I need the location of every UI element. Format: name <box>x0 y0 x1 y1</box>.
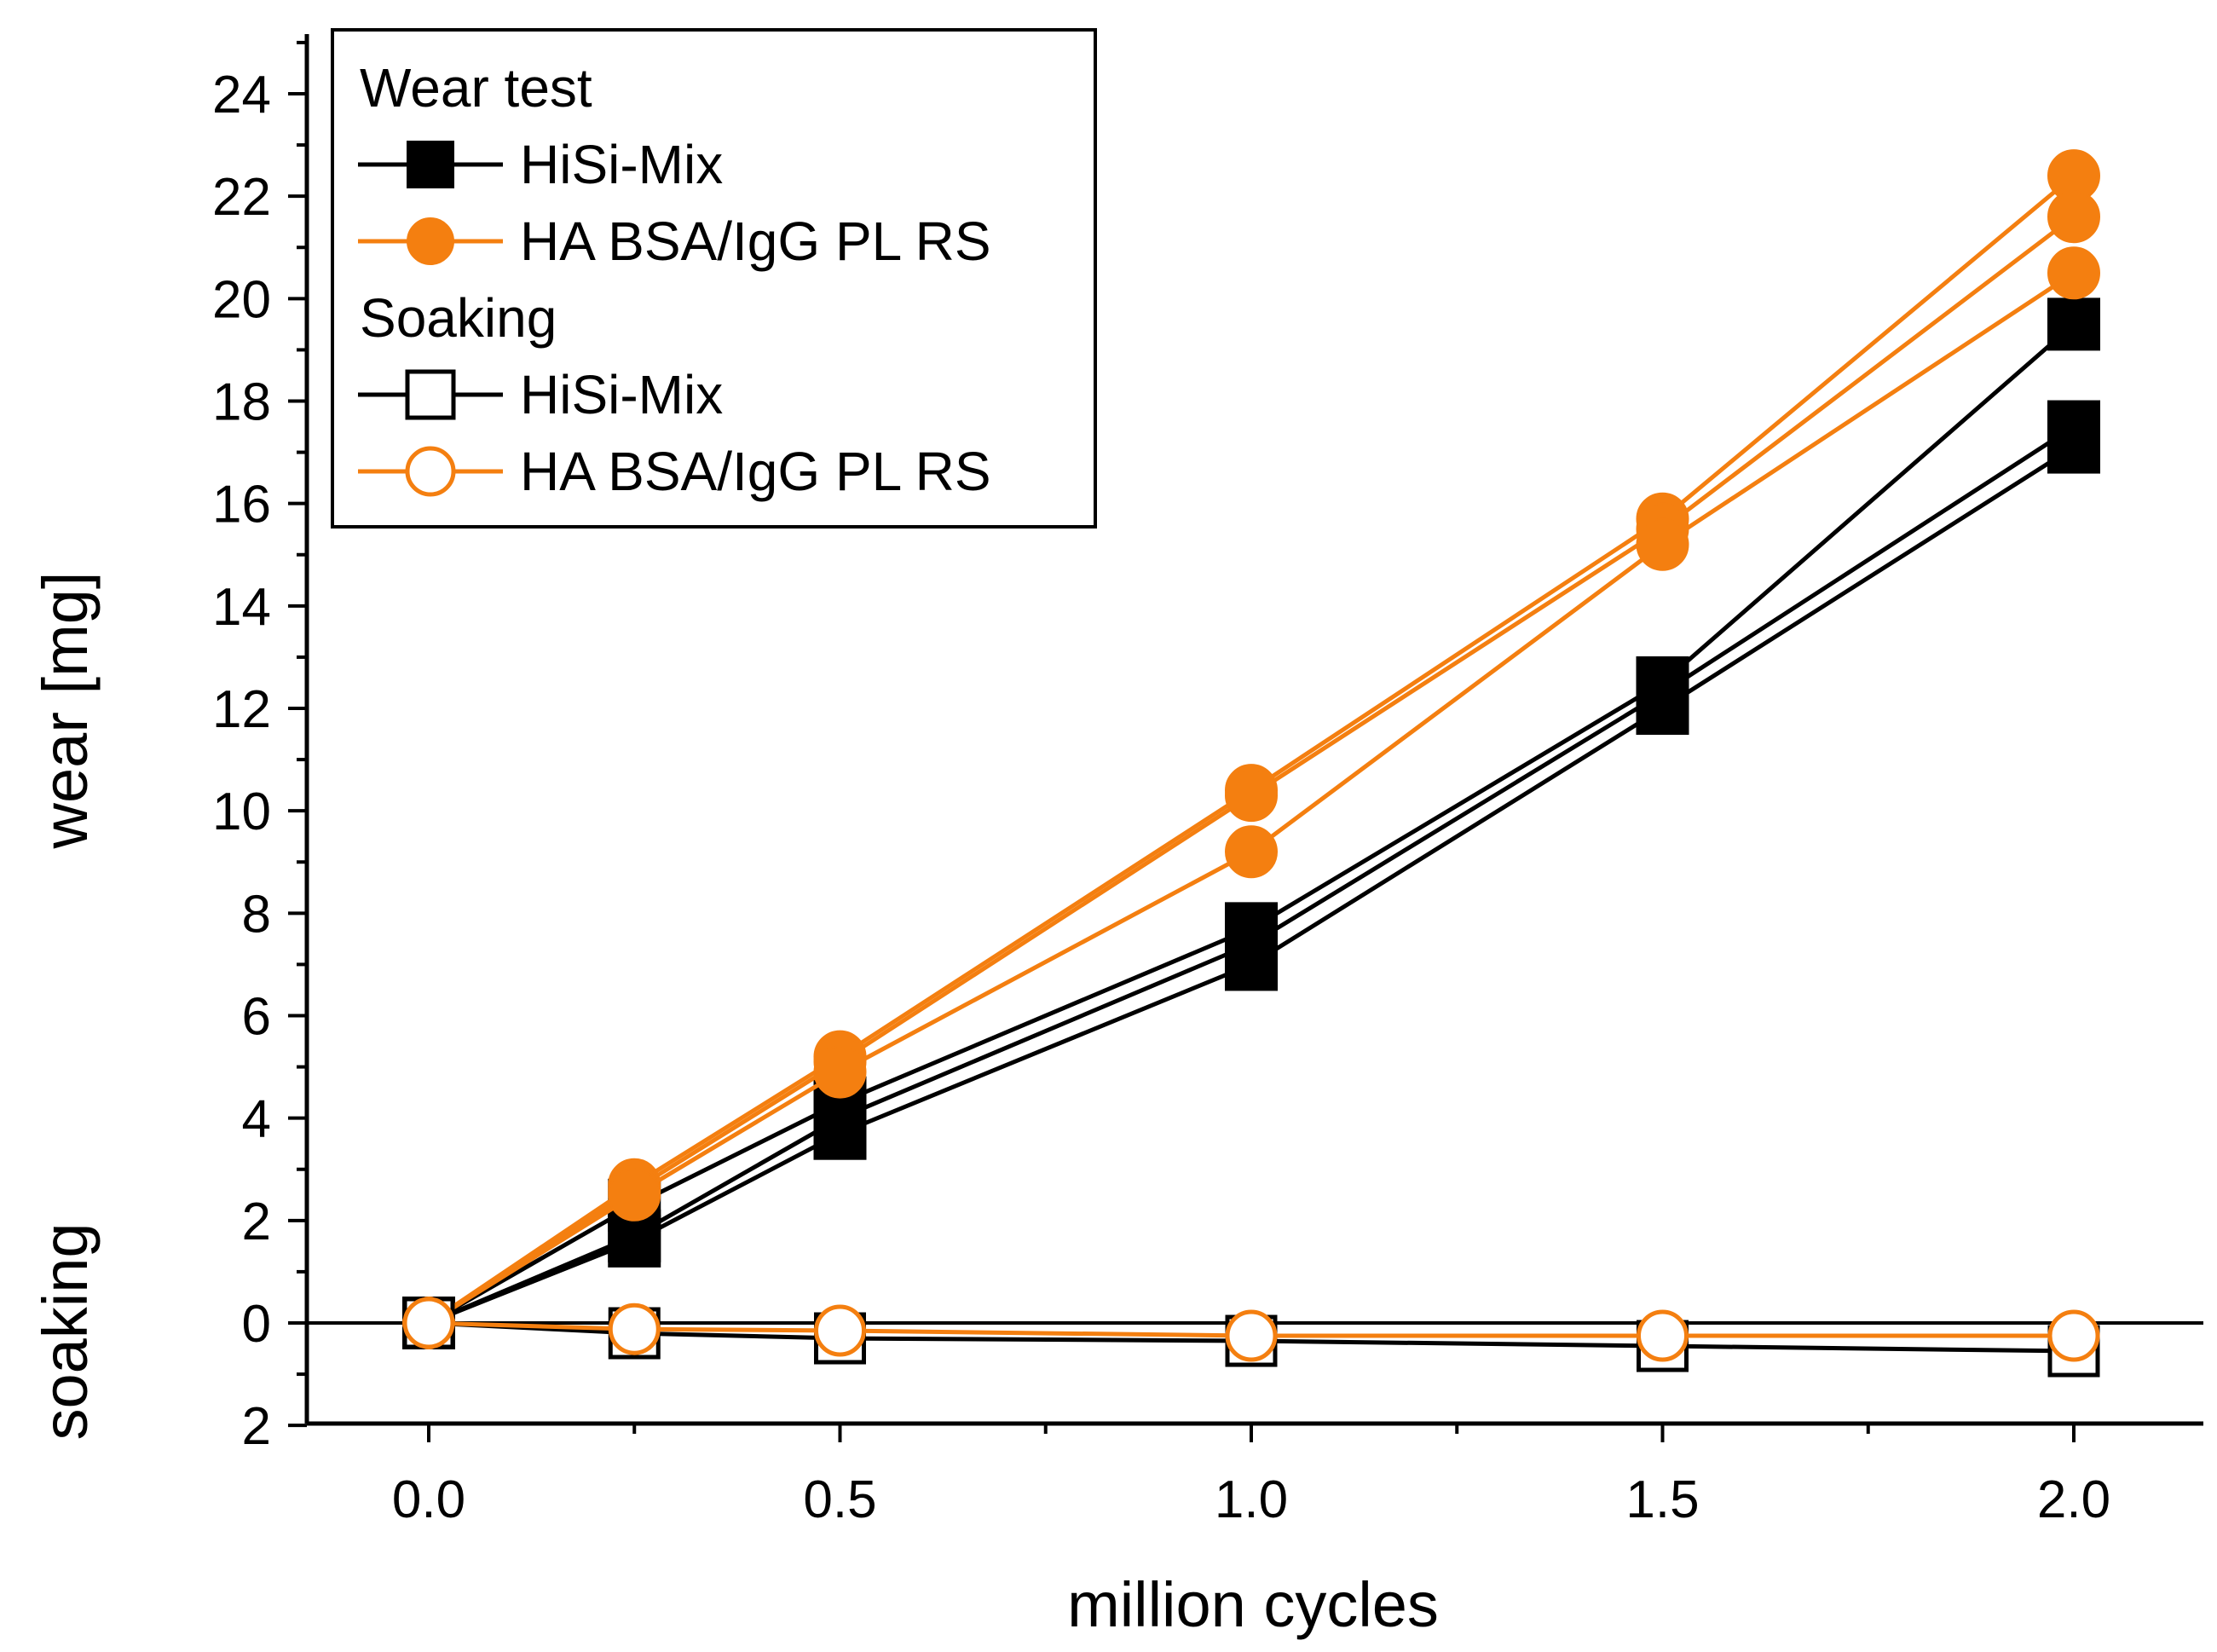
x-tick-label: 2.0 <box>2037 1470 2110 1529</box>
legend-header: Soaking <box>360 287 557 349</box>
legend-marker <box>407 141 454 188</box>
x-tick-label: 1.5 <box>1625 1470 1699 1529</box>
data-point <box>813 1106 867 1160</box>
data-point <box>1225 769 1278 823</box>
series-5 <box>402 246 2100 1349</box>
data-point <box>608 1168 661 1222</box>
data-point <box>1225 825 1278 879</box>
legend: Wear test HiSi-Mix HA BSA/IgG PL RS Soaking… <box>331 28 1097 529</box>
y-axis-secondary-title: soaking <box>30 1222 101 1440</box>
legend-marker <box>405 446 456 497</box>
legend-label: HiSi-Mix <box>520 134 723 195</box>
axes-layer <box>304 34 2203 1426</box>
data-point <box>2047 1309 2100 1362</box>
y-tick-label: 0 <box>242 1295 271 1354</box>
legend-marker <box>405 369 456 420</box>
series-line <box>428 1320 2075 1354</box>
series-line <box>427 322 2076 1326</box>
series-layer <box>402 149 2100 1378</box>
data-point <box>1637 1309 1689 1362</box>
data-point <box>1636 682 1689 735</box>
data-point <box>608 1214 661 1268</box>
data-point <box>2047 190 2100 244</box>
data-point <box>813 1045 867 1099</box>
y-tick-label: 22 <box>212 168 271 227</box>
y-tick-label: 2 <box>242 1193 271 1251</box>
data-point <box>1636 517 1689 571</box>
x-axis-title: million cycles <box>1067 1569 1439 1640</box>
x-tick-label: 1.0 <box>1215 1470 1288 1529</box>
y-axis-title: wear [mg] <box>30 572 101 850</box>
legend-box <box>331 28 1097 529</box>
x-tick-label: 0.0 <box>392 1470 465 1529</box>
data-point <box>402 1297 455 1349</box>
series-line <box>427 271 2076 1326</box>
legend-header: Wear test <box>360 57 592 118</box>
y-tick-label: 8 <box>242 885 271 944</box>
y-tick-label: 4 <box>242 1090 271 1149</box>
series-line <box>428 425 2076 1326</box>
y-tick-label: 6 <box>242 988 271 1047</box>
legend-label: HA BSA/IgG PL RS <box>520 211 991 272</box>
data-point <box>2047 297 2100 351</box>
y-tick-label: 20 <box>212 270 271 329</box>
data-point <box>1225 938 1278 991</box>
y-tick-label: 18 <box>212 373 271 432</box>
y-tick-label: 2 <box>242 1397 271 1456</box>
data-point <box>1225 1309 1278 1362</box>
y-tick-label: 24 <box>212 66 271 124</box>
y-tick-label: 10 <box>212 783 271 841</box>
data-point <box>814 1304 866 1357</box>
y-tick-label: 16 <box>212 476 271 534</box>
series-line <box>428 445 2076 1326</box>
series-line <box>427 174 2076 1326</box>
data-point <box>608 1303 661 1355</box>
series-7 <box>402 1297 2100 1362</box>
y-tick-label: 14 <box>212 578 271 637</box>
data-point <box>2047 246 2100 300</box>
series-line <box>427 215 2076 1326</box>
legend-label: HA BSA/IgG PL RS <box>520 441 991 502</box>
legend-marker <box>407 217 454 265</box>
x-tick-label: 0.5 <box>803 1470 876 1529</box>
y-tick-label: 12 <box>212 680 271 739</box>
legend-label: HiSi-Mix <box>520 364 723 425</box>
data-point <box>2047 420 2100 474</box>
series-line <box>428 1320 2074 1338</box>
